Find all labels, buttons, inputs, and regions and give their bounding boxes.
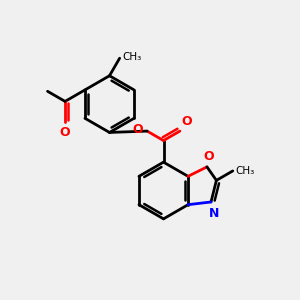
Text: O: O [181,116,192,128]
Text: O: O [60,126,70,139]
Text: CH₃: CH₃ [236,166,255,176]
Text: CH₃: CH₃ [122,52,142,62]
Text: O: O [203,150,214,163]
Text: N: N [208,207,219,220]
Text: O: O [133,123,143,136]
